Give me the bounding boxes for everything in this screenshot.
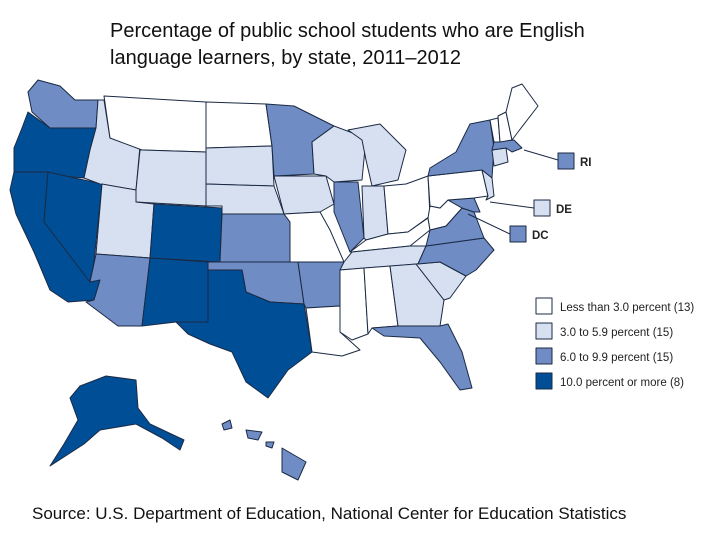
state-IA[interactable]: [273, 175, 335, 215]
state-MO[interactable]: [283, 211, 345, 263]
state-TX[interactable]: [175, 269, 313, 399]
callout-box-DC[interactable]: [509, 225, 527, 243]
state-ME[interactable]: [505, 83, 539, 141]
callout-label-DE: DE: [556, 204, 572, 216]
state-SD[interactable]: [205, 145, 275, 187]
state-WY[interactable]: [135, 149, 207, 207]
state-IL[interactable]: [333, 181, 365, 253]
state-WI[interactable]: [311, 125, 367, 183]
state-AK[interactable]: [49, 375, 185, 467]
state-MS[interactable]: [339, 267, 369, 341]
state-NJ[interactable]: [481, 169, 495, 201]
legend-label-mid-low: 3.0 to 5.9 percent (15): [560, 327, 673, 339]
state-NY[interactable]: [427, 119, 495, 179]
source-note: Source: U.S. Department of Education, Na…: [32, 504, 627, 523]
legend: Less than 3.0 percent (13) 3.0 to 5.9 pe…: [535, 297, 694, 390]
callout-box-RI[interactable]: [557, 152, 575, 170]
legend-swatch-mid-high: [535, 347, 553, 365]
legend-label-mid-high: 6.0 to 9.9 percent (15): [560, 352, 673, 364]
state-NM[interactable]: [141, 257, 209, 327]
legend-label-high: 10.0 percent or more (8): [560, 377, 684, 389]
state-KS[interactable]: [219, 213, 291, 263]
legend-label-low: Less than 3.0 percent (13): [560, 302, 694, 314]
state-AR[interactable]: [297, 261, 345, 309]
callout-label-DC: DC: [532, 230, 549, 242]
state-FL[interactable]: [371, 323, 473, 391]
callout-box-DE[interactable]: [533, 199, 551, 217]
state-MA[interactable]: [491, 139, 523, 153]
callout-label-RI: RI: [580, 157, 592, 169]
choropleth-map: RI DE DC Less than 3.0 percent (13) 3.0 …: [9, 79, 694, 481]
legend-swatch-mid-low: [535, 322, 553, 340]
state-ND[interactable]: [205, 101, 273, 149]
state-CT[interactable]: [491, 147, 509, 167]
state-MI[interactable]: [347, 123, 407, 187]
state-HI[interactable]: [221, 419, 307, 481]
state-CO[interactable]: [149, 203, 223, 263]
map-title: Percentage of public school students who…: [110, 20, 585, 69]
legend-swatch-high: [535, 372, 553, 390]
states-layer: [9, 79, 539, 481]
callouts: RI DE DC: [467, 149, 592, 243]
legend-swatch-low: [535, 297, 553, 315]
state-IN[interactable]: [361, 185, 389, 241]
state-GA[interactable]: [389, 263, 445, 327]
